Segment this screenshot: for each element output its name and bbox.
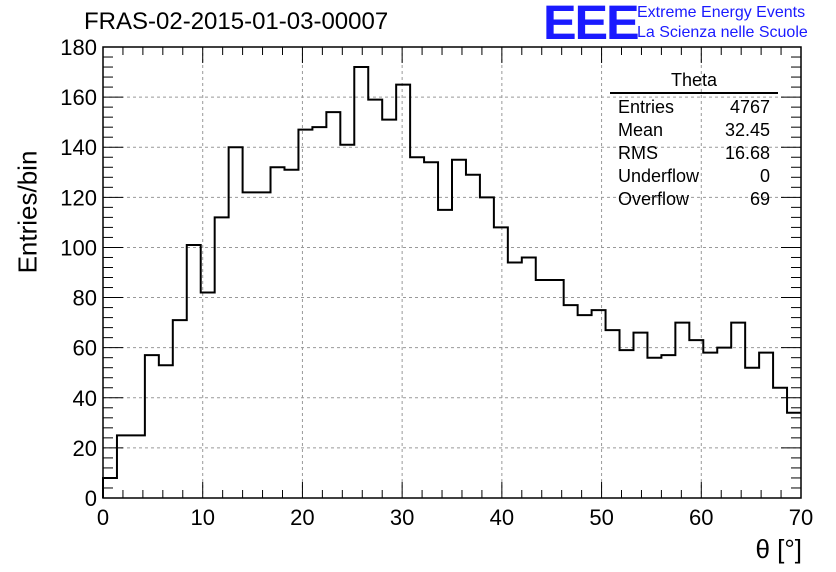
histogram-bin xyxy=(550,280,564,498)
stats-value: 32.45 xyxy=(724,120,770,140)
histogram-bin xyxy=(312,127,326,498)
y-tick-label: 40 xyxy=(73,386,97,411)
stats-value: 69 xyxy=(749,189,770,209)
histogram-bin xyxy=(620,350,634,498)
histogram-bin xyxy=(382,120,396,498)
histogram-bin xyxy=(438,210,452,498)
stats-label: Mean xyxy=(618,120,664,140)
y-tick-label: 100 xyxy=(60,235,97,260)
histogram-bin xyxy=(215,217,229,498)
logo-text-line2: La Scienza nelle Scuole xyxy=(637,24,808,41)
histogram-bin xyxy=(326,112,340,498)
stats-label: Underflow xyxy=(618,166,700,186)
y-axis-label-box: Entries/bin xyxy=(8,112,48,312)
stats-label: Overflow xyxy=(618,189,690,209)
y-tick-label: 120 xyxy=(60,185,97,210)
stats-row-entries: Entries 4767 xyxy=(610,96,778,119)
histogram-bin xyxy=(145,355,159,498)
histogram-bin xyxy=(606,330,620,498)
histogram-bin xyxy=(368,100,382,498)
histogram-bin xyxy=(661,355,675,498)
stats-box: Theta Entries 4767 Mean 32.45 RMS 16.68 … xyxy=(610,70,778,211)
histogram-bin xyxy=(564,305,578,498)
histogram-bin xyxy=(257,192,271,498)
stats-row-underflow: Underflow 0 xyxy=(610,165,778,188)
stats-row-overflow: Overflow 69 xyxy=(610,188,778,211)
x-tick-label: 70 xyxy=(789,505,813,530)
x-tick-label: 60 xyxy=(689,505,713,530)
histogram-bin xyxy=(536,280,550,498)
histogram-bin xyxy=(759,353,773,498)
histogram-bin xyxy=(494,227,508,498)
x-tick-label: 40 xyxy=(490,505,514,530)
histogram-bin xyxy=(745,368,759,498)
histogram-bin xyxy=(396,85,410,498)
y-tick-label: 140 xyxy=(60,135,97,160)
x-tick-label: 10 xyxy=(190,505,214,530)
histogram-bin xyxy=(131,435,145,498)
histogram-bin xyxy=(354,67,368,498)
histogram-bin xyxy=(340,145,354,498)
x-tick-label: 0 xyxy=(97,505,109,530)
x-tick-label: 20 xyxy=(290,505,314,530)
x-tick-label: 30 xyxy=(390,505,414,530)
histogram-bin xyxy=(703,353,717,498)
histogram-bin xyxy=(284,170,298,498)
histogram-bin xyxy=(159,365,173,498)
stats-label: RMS xyxy=(618,143,658,163)
stats-label: Entries xyxy=(618,97,675,117)
stats-title: Theta xyxy=(610,70,778,94)
stats-row-rms: RMS 16.68 xyxy=(610,142,778,165)
histogram-bin xyxy=(466,175,480,498)
histogram-bin xyxy=(633,333,647,498)
histogram-bin xyxy=(117,435,131,498)
y-tick-label: 20 xyxy=(73,436,97,461)
x-tick-label: 50 xyxy=(589,505,613,530)
y-tick-label: 160 xyxy=(60,85,97,110)
histogram-bin xyxy=(271,167,285,498)
histogram-bin xyxy=(717,348,731,498)
y-tick-label: 60 xyxy=(73,336,97,361)
plot-frame xyxy=(102,46,802,499)
histogram-bin xyxy=(787,413,801,498)
stats-value: 4767 xyxy=(729,97,770,117)
histogram-bin xyxy=(522,257,536,498)
histogram-bin xyxy=(578,315,592,498)
logo-text-line1: Extreme Energy Events xyxy=(637,4,806,21)
stats-row-mean: Mean 32.45 xyxy=(610,119,778,142)
chart-title: FRAS-02-2015-01-03-00007 xyxy=(84,8,389,35)
histogram-bin xyxy=(675,323,689,498)
stats-value: 0 xyxy=(759,166,770,186)
x-axis-label: θ [°] xyxy=(755,534,802,564)
eee-logo-mark: EEE xyxy=(543,0,640,50)
histogram-bin xyxy=(173,320,187,498)
histogram-bin xyxy=(229,147,243,498)
histogram-bin xyxy=(298,130,312,498)
histogram-bin xyxy=(592,310,606,498)
histogram-bin xyxy=(187,245,201,498)
y-tick-label: 80 xyxy=(73,286,97,311)
y-axis-label: Entries/bin xyxy=(12,150,43,274)
y-tick-label: 0 xyxy=(85,486,97,511)
y-tick-label: 180 xyxy=(60,35,97,60)
histogram-bin xyxy=(647,358,661,498)
histogram-series xyxy=(102,66,801,498)
histogram-bin xyxy=(452,160,466,498)
histogram-bin xyxy=(410,157,424,498)
histogram-bin xyxy=(731,323,745,498)
histogram-bin xyxy=(243,192,257,498)
stats-value: 16.68 xyxy=(724,143,770,163)
histogram-bin xyxy=(773,388,787,498)
